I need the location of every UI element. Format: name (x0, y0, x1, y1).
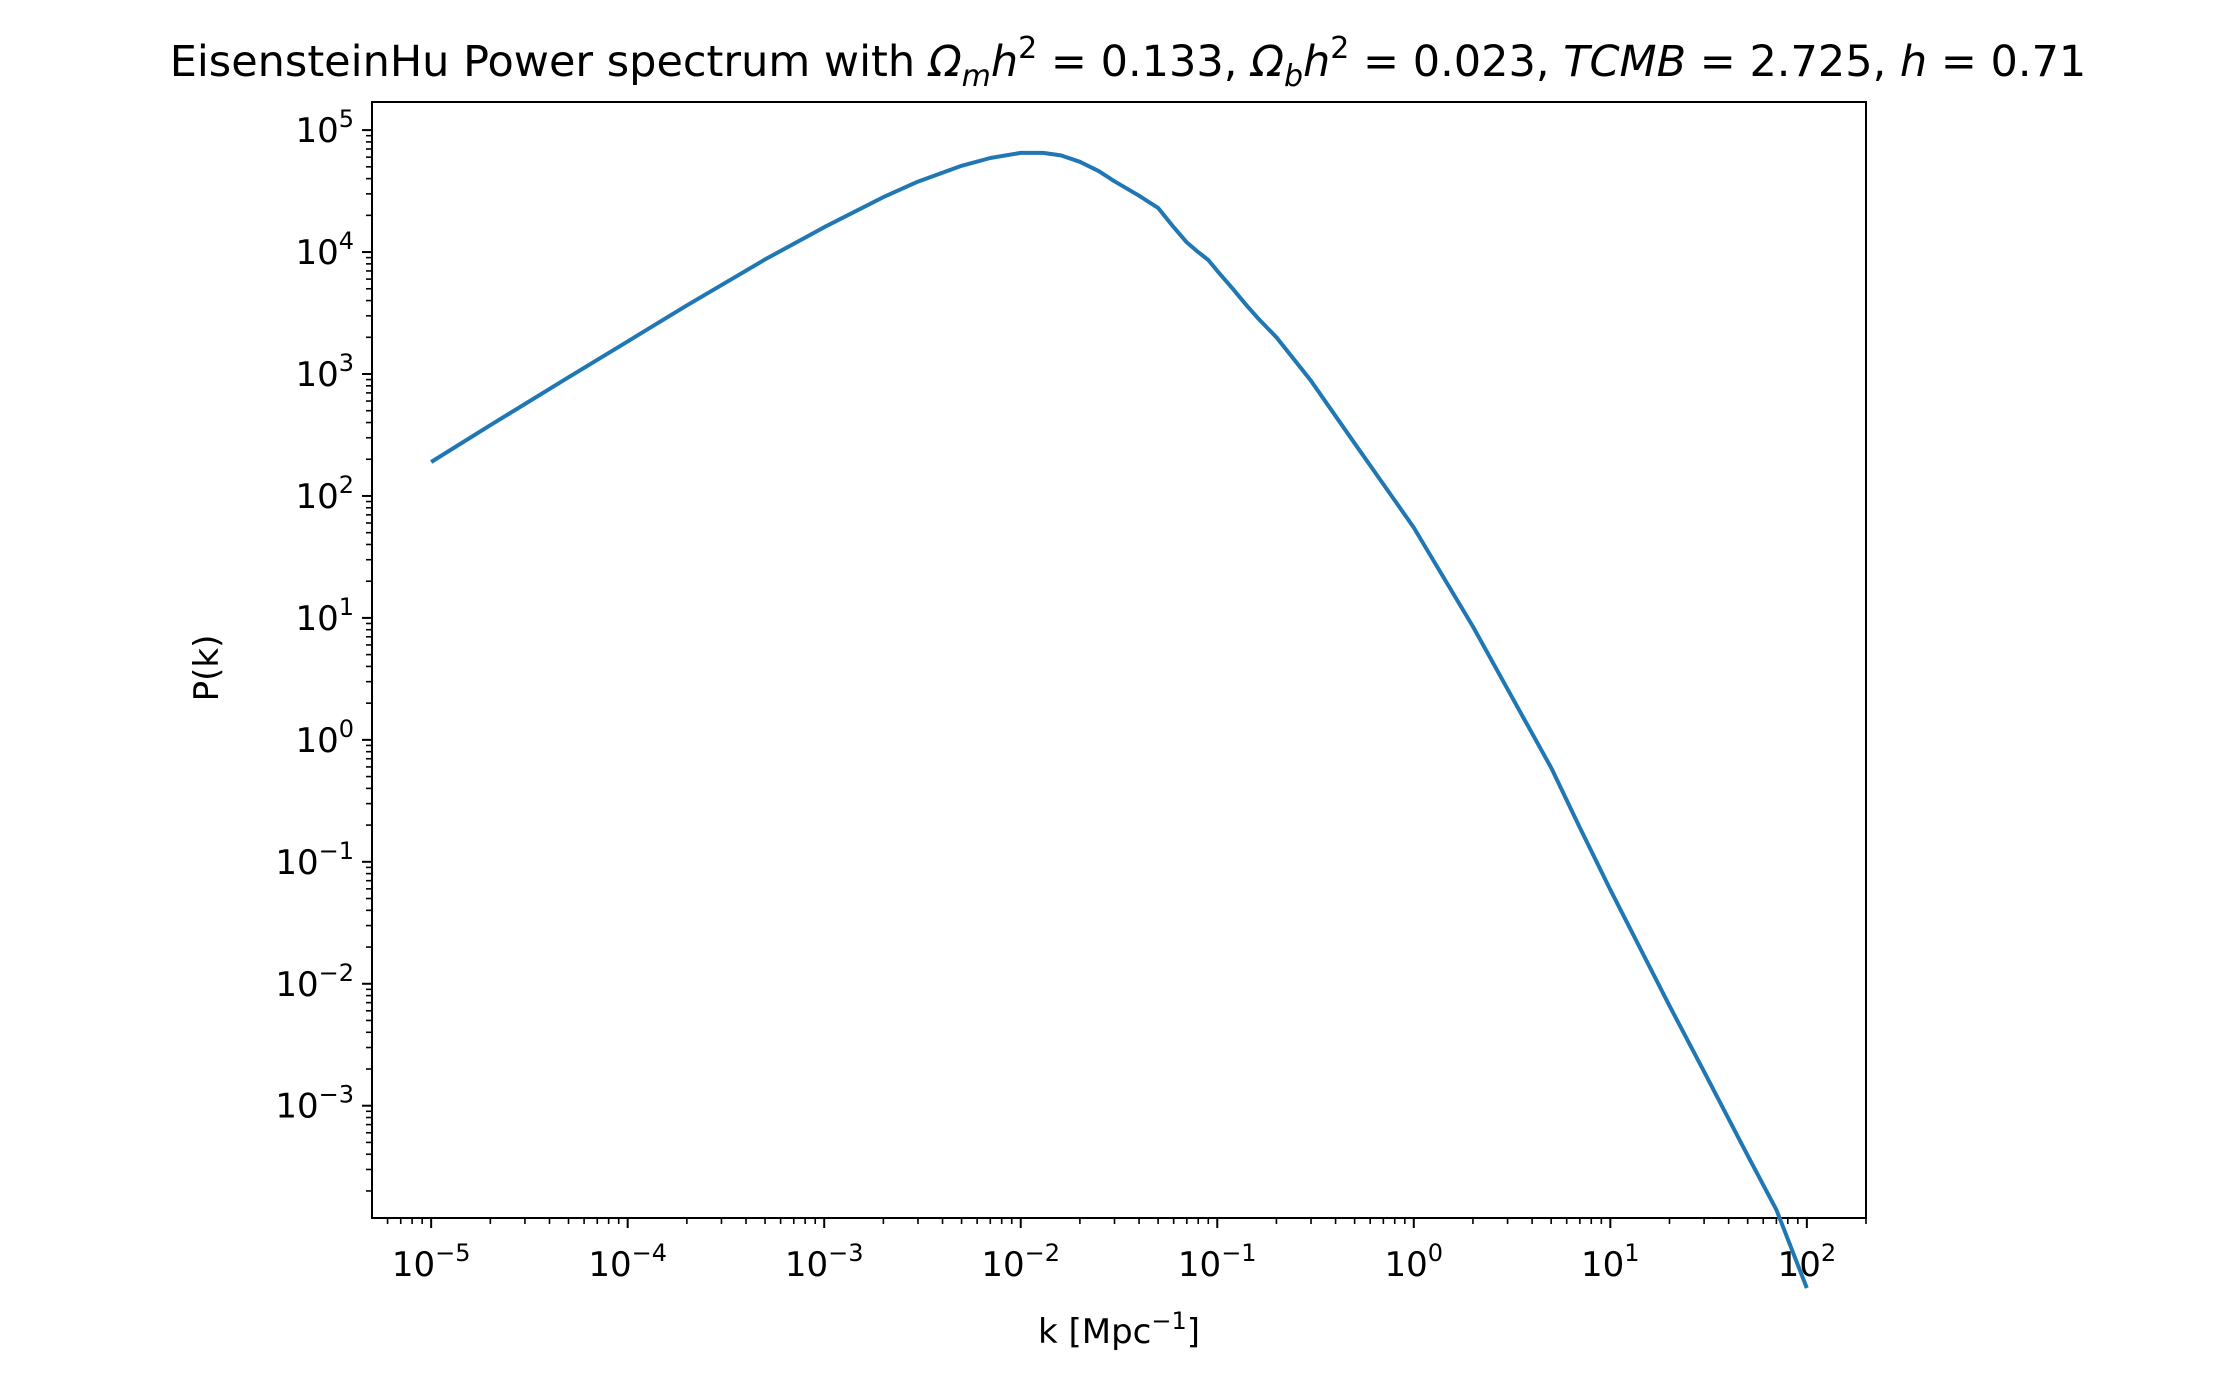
y-axis-label: P(k) (187, 635, 227, 702)
plot-area-frame (371, 101, 1867, 1219)
x-axis-major-ticks (430, 1218, 1808, 1228)
y-tick-label: 103 (295, 349, 354, 395)
y-tick-label: 100 (295, 715, 354, 761)
x-tick-label: 101 (1581, 1239, 1640, 1285)
y-axis-major-ticks (362, 129, 372, 1107)
y-tick-label: 101 (295, 593, 354, 639)
y-tick-label: 104 (295, 227, 354, 273)
x-tick-label: 10−5 (392, 1239, 471, 1285)
x-tick-label: 102 (1778, 1239, 1837, 1285)
x-tick-label: 10−4 (588, 1239, 667, 1285)
y-axis-minor-ticks (366, 134, 372, 1192)
chart-title: EisensteinHu Power spectrum with Ωmh2 = … (170, 31, 2087, 94)
x-axis-minor-ticks (386, 1218, 1867, 1224)
series-line-power-spectrum (430, 150, 1809, 1289)
x-axis-label: k [Mpc−1] (1038, 1307, 1200, 1352)
x-axis-tick-labels: 10−5 10−4 10−3 10−2 10−1 100 101 102 (392, 1239, 1836, 1285)
x-tick-label: 100 (1385, 1239, 1444, 1285)
y-tick-label: 10−1 (275, 837, 354, 883)
x-tick-label: 10−1 (1178, 1239, 1257, 1285)
x-tick-label: 10−3 (785, 1239, 864, 1285)
x-tick-label: 10−2 (981, 1239, 1060, 1285)
y-tick-label: 102 (295, 471, 354, 517)
y-axis-tick-labels: 105 104 103 102 101 100 10−1 10−2 10−3 (275, 105, 354, 1127)
y-tick-label: 105 (295, 105, 354, 151)
y-tick-label: 10−2 (275, 959, 354, 1005)
series-layer (430, 150, 1809, 1289)
y-tick-label: 10−3 (275, 1081, 354, 1127)
